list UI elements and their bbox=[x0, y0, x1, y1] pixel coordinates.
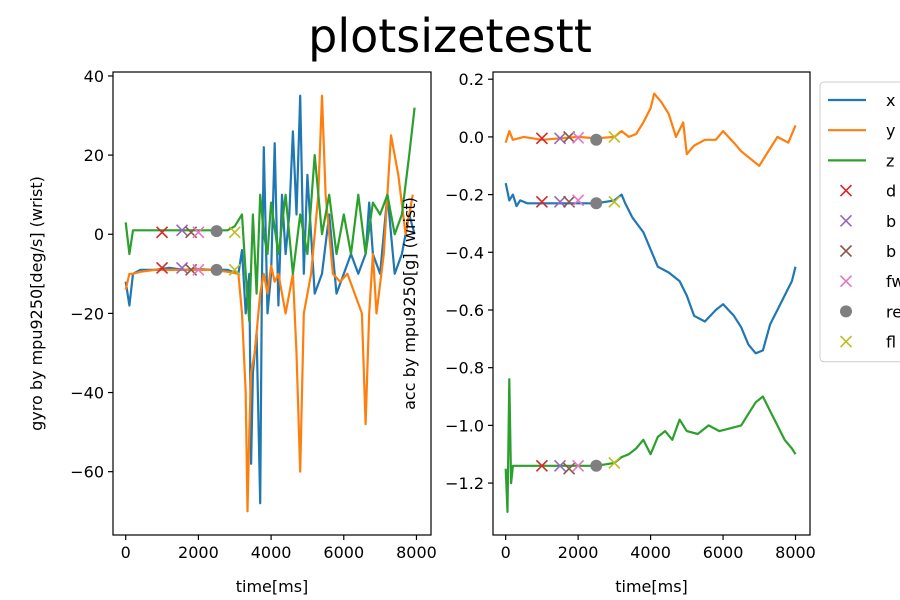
legend-label: fl bbox=[886, 333, 896, 352]
legend-swatch bbox=[839, 335, 853, 348]
marker-re-point bbox=[590, 459, 603, 472]
legend-swatch bbox=[839, 184, 853, 197]
marker-fw-point bbox=[572, 194, 585, 207]
marker-fl-point bbox=[608, 456, 621, 469]
y-tick-label: −0.2 bbox=[445, 186, 484, 205]
x-axis-label: time[ms] bbox=[236, 577, 309, 596]
y-tick-label: 20 bbox=[84, 146, 104, 165]
marker-d-point bbox=[535, 459, 548, 472]
y-tick-label: −40 bbox=[70, 384, 104, 403]
marker-fw-point bbox=[572, 131, 585, 144]
marker-fl-point bbox=[608, 130, 621, 143]
axes-frame bbox=[112, 71, 432, 536]
x-tick-label: 2000 bbox=[178, 543, 219, 562]
legend-label: z bbox=[886, 151, 894, 170]
legend-label: d bbox=[886, 182, 896, 201]
legend-swatch bbox=[839, 275, 853, 288]
x-tick-label: 8000 bbox=[775, 543, 816, 562]
legend-label: fw bbox=[886, 272, 900, 291]
marker-b-point bbox=[175, 261, 189, 274]
series-z-line bbox=[124, 107, 416, 323]
x-tick-label: 6000 bbox=[323, 543, 364, 562]
series-z-line bbox=[504, 378, 797, 513]
series-x-line bbox=[504, 182, 797, 355]
marker-b-point bbox=[553, 195, 567, 208]
x-tick-label: 2000 bbox=[558, 543, 599, 562]
marker-re-point bbox=[590, 133, 603, 146]
y-tick-label: 0.2 bbox=[459, 70, 484, 89]
legend-label: y bbox=[886, 121, 895, 140]
y-tick-label: 0.0 bbox=[459, 128, 484, 147]
x-axis-label: time[ms] bbox=[615, 577, 688, 596]
axes-frame bbox=[492, 71, 811, 536]
y-axis-label: acc by mpu9250[g] (wrist) bbox=[400, 197, 419, 410]
marker-b-point bbox=[563, 462, 576, 475]
marker-d-point bbox=[535, 132, 548, 145]
marker-fw-point bbox=[192, 263, 205, 276]
y-tick-label: 40 bbox=[84, 67, 104, 86]
y-tick-label: −1.2 bbox=[445, 474, 484, 493]
x-tick-label: 4000 bbox=[630, 543, 671, 562]
y-tick-label: −0.8 bbox=[445, 359, 484, 378]
legend-swatch bbox=[839, 214, 853, 227]
marker-fw-point bbox=[192, 226, 205, 239]
marker-d-point bbox=[155, 226, 169, 239]
marker-re-point bbox=[590, 197, 603, 210]
x-tick-label: 4000 bbox=[251, 543, 292, 562]
y-tick-label: −0.6 bbox=[445, 301, 484, 320]
marker-re-point bbox=[210, 225, 223, 238]
marker-d-point bbox=[155, 261, 169, 274]
marker-fl-point bbox=[228, 226, 241, 239]
marker-d-point bbox=[535, 195, 548, 208]
marker-fl-point bbox=[228, 263, 241, 276]
legend-box bbox=[819, 81, 900, 363]
legend-label: x bbox=[886, 91, 895, 110]
series-y-line bbox=[124, 94, 414, 513]
gyro-axes: 0 2000 4000 6000 8000 −60 −40 −20 0 20 40 time[ms] g… bbox=[27, 67, 437, 596]
legend-label: re bbox=[886, 302, 900, 321]
acc-axes: 0 2000 4000 6000 8000 −1.2 −1.0 −0.8 −0.6 −0.4 −0.… bbox=[400, 70, 816, 596]
marker-b-point bbox=[553, 459, 567, 472]
x-tick-label: 8000 bbox=[396, 543, 437, 562]
y-tick-label: 0 bbox=[94, 225, 104, 244]
marker-b-point bbox=[175, 224, 189, 237]
x-tick-label: 0 bbox=[501, 543, 511, 562]
legend-swatch bbox=[839, 244, 853, 258]
y-tick-label: −1.0 bbox=[445, 416, 484, 435]
y-tick-label: −20 bbox=[70, 304, 104, 323]
legend-label: b bbox=[886, 242, 896, 261]
figure-title: plotsizetestt bbox=[308, 9, 592, 63]
legend-label: b bbox=[886, 212, 896, 231]
y-axis-label: gyro by mpu9250[deg/s] (wrist) bbox=[27, 176, 46, 431]
y-tick-label: −60 bbox=[70, 463, 104, 482]
y-tick-label: −0.4 bbox=[445, 243, 484, 262]
marker-fl-point bbox=[608, 195, 621, 208]
marker-fw-point bbox=[572, 459, 585, 472]
x-tick-label: 6000 bbox=[703, 543, 744, 562]
legend-swatch bbox=[840, 305, 852, 318]
series-y-line bbox=[504, 92, 797, 167]
x-tick-label: 0 bbox=[121, 543, 131, 562]
marker-re-point bbox=[210, 263, 223, 276]
